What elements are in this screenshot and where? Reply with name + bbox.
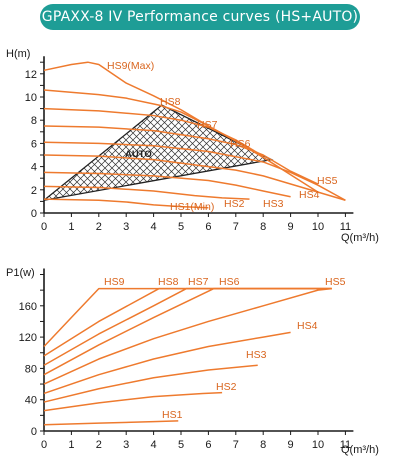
x-tick-label: 8 bbox=[260, 221, 266, 233]
series-label-hs6: HS6 bbox=[230, 138, 251, 150]
y-tick-label: 0 bbox=[31, 426, 37, 438]
x-tick-label: 6 bbox=[205, 439, 211, 451]
x-tick-label: 4 bbox=[151, 439, 157, 451]
power-chart: 0 1 2 3 4 5 6 7 8 9 10 11 0 40 80 120 160 P1(w) Q(m³/h) HS9… bbox=[6, 267, 379, 456]
x-axis-label: Q(m³/h) bbox=[341, 444, 379, 456]
series-label-hs5: HS5 bbox=[325, 276, 346, 288]
auto-region-hatch bbox=[44, 105, 272, 201]
series-line-hs4 bbox=[43, 154, 319, 193]
series-line-hs5 bbox=[43, 287, 332, 385]
series-line-hs2 bbox=[43, 185, 250, 200]
series-label-hs3: HS3 bbox=[246, 349, 267, 361]
series-line-hs3 bbox=[43, 171, 291, 198]
y-axis-label: P1(w) bbox=[6, 267, 35, 279]
series-label-hs2: HS2 bbox=[224, 198, 245, 210]
y-tick-label: 12 bbox=[25, 69, 37, 81]
x-tick-label: 11 bbox=[340, 221, 351, 233]
y-tick-label: 8 bbox=[31, 115, 37, 127]
y-tick-label: 80 bbox=[25, 363, 37, 375]
x-tick-label: 4 bbox=[151, 221, 157, 233]
x-axis-label: Q(m³/h) bbox=[341, 232, 379, 244]
series-label-hs4: HS4 bbox=[299, 189, 320, 201]
x-tick-label: 6 bbox=[205, 221, 211, 233]
x-tick-label: 9 bbox=[288, 221, 294, 233]
series-label-hs6: HS6 bbox=[219, 276, 240, 288]
series-line-hs1-min bbox=[43, 198, 209, 209]
series-label-hs2: HS2 bbox=[216, 381, 237, 393]
series-label-hs9: HS9 bbox=[104, 276, 125, 288]
y-tick-label: 40 bbox=[25, 395, 37, 407]
series-line-hs6 bbox=[43, 287, 332, 376]
series-label-hs1-min: HS1(Min) bbox=[170, 201, 214, 213]
series-line-hs1 bbox=[43, 420, 179, 426]
series-label-hs3: HS3 bbox=[263, 198, 284, 210]
series-label-hs5: HS5 bbox=[317, 175, 338, 187]
x-tick-label: 3 bbox=[123, 221, 129, 233]
series-label-hs7: HS7 bbox=[197, 119, 218, 131]
x-tick-label: 7 bbox=[233, 221, 239, 233]
auto-region-label: AUTO bbox=[125, 149, 152, 160]
y-axis-label: H(m) bbox=[6, 48, 30, 60]
series-label-hs9-max: HS9(Max) bbox=[107, 60, 154, 72]
series-label-hs8: HS8 bbox=[158, 276, 179, 288]
y-tick-label: 4 bbox=[31, 162, 37, 174]
series-line-hs9-max bbox=[43, 61, 346, 201]
series-label-hs7: HS7 bbox=[188, 276, 209, 288]
series-line-hs5 bbox=[43, 141, 346, 201]
y-tick-label: 120 bbox=[19, 332, 37, 344]
x-tick-label: 10 bbox=[312, 439, 324, 451]
x-tick-label: 0 bbox=[41, 439, 47, 451]
y-tick-label: 160 bbox=[19, 301, 37, 313]
y-tick-label: 10 bbox=[25, 92, 37, 104]
x-tick-label: 2 bbox=[96, 439, 102, 451]
x-tick-label: 0 bbox=[41, 221, 47, 233]
series-line-hs3 bbox=[43, 364, 258, 403]
series-line-hs2 bbox=[43, 391, 223, 412]
series-label-hs4: HS4 bbox=[297, 320, 318, 332]
x-tick-label: 10 bbox=[312, 221, 324, 233]
x-tick-label: 8 bbox=[260, 439, 266, 451]
x-tick-label: 7 bbox=[233, 439, 239, 451]
x-tick-label: 5 bbox=[178, 221, 184, 233]
series-line-hs9 bbox=[43, 287, 332, 348]
x-tick-label: 1 bbox=[68, 439, 74, 451]
y-tick-label: 2 bbox=[31, 185, 37, 197]
x-tick-label: 5 bbox=[178, 439, 184, 451]
series-label-hs8: HS8 bbox=[160, 96, 181, 108]
x-tick-label: 2 bbox=[96, 221, 102, 233]
auto-region-outline bbox=[43, 104, 274, 201]
chart-title-banner: GPAXX-8 IV Performance curves (HS+AUTO) bbox=[40, 4, 360, 30]
series-line-hs6 bbox=[43, 125, 319, 185]
x-tick-label: 1 bbox=[68, 221, 74, 233]
series-line-hs4 bbox=[43, 331, 291, 395]
x-tick-label: 9 bbox=[288, 439, 294, 451]
series-label-hs1: HS1 bbox=[162, 409, 183, 421]
series-line-hs7 bbox=[43, 107, 264, 157]
x-tick-label: 3 bbox=[123, 439, 129, 451]
y-tick-label: 0 bbox=[31, 208, 37, 220]
x-tick-label: 11 bbox=[340, 439, 351, 451]
y-tick-label: 6 bbox=[31, 138, 37, 150]
